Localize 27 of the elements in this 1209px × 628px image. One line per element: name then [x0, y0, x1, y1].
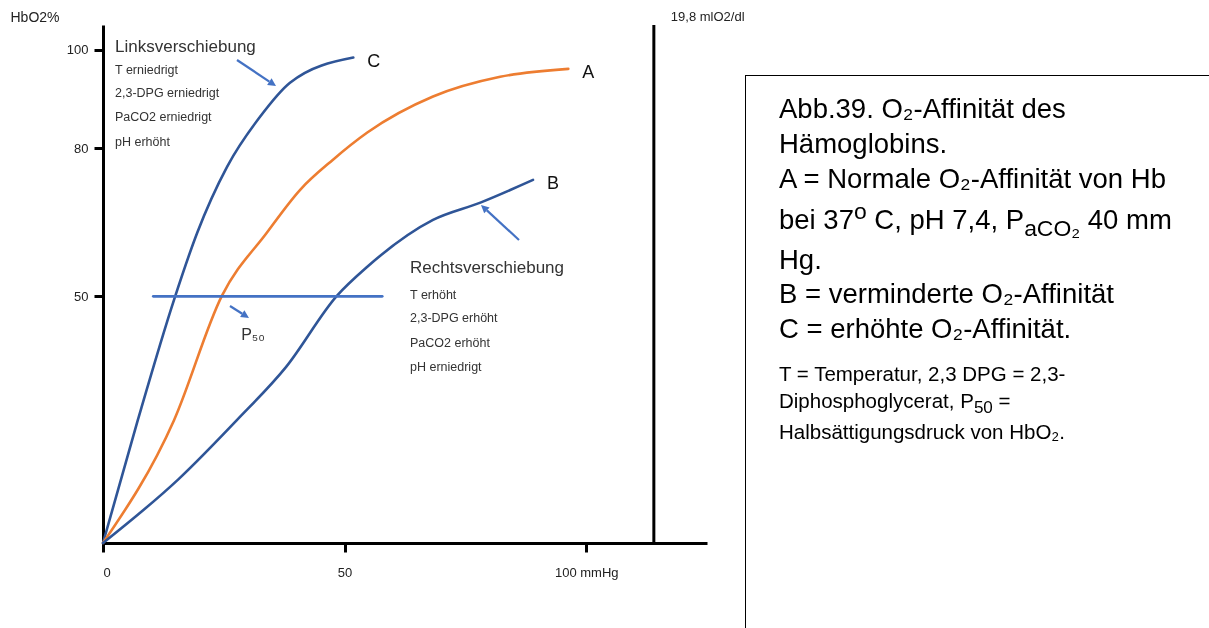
y-axis-title: HbO2% [10, 8, 60, 25]
text: T = Temperatur, 2,3 DPG = 2,3-Diphosphoglycerat, P$_{50}$ = Halbsättigungsdruck von HbO₂. [779, 361, 1067, 446]
annotation: PaCO2 erniedrigt [115, 110, 213, 124]
annotation: 2,3-DPG erhöht [410, 311, 499, 325]
annotation: PaCO2 erhöht [410, 336, 491, 350]
y-tick-label: 50 [74, 288, 89, 304]
text: B = verminderte O₂-Affinität [779, 277, 1115, 312]
annotation: 2,3-DPG erniedrigt [115, 86, 220, 100]
series-label: A [582, 61, 595, 82]
ref-line-label: 19,8 mlO2/dl [670, 9, 745, 24]
annotation: T erniedrigt [115, 63, 179, 77]
annotation: pH erhöht [115, 135, 171, 149]
annotation: T erhöht [410, 288, 457, 302]
text: Abb.39. O₂-Affinität des Hämoglobins. [779, 92, 1067, 161]
series-label: B [547, 172, 560, 193]
x-tick-label: 50 [337, 564, 353, 580]
x-tick-label: 100 mmHg [554, 564, 619, 580]
annotation: P₅₀ [241, 326, 265, 343]
text: C = erhöhte O₂-Affinität. [779, 312, 1073, 347]
text: A = Normale O₂-Affinität von Hb bei 37$^{o}$ C, pH 7,4, P$_{aCO₂}$ 40 mm Hg. [779, 162, 1172, 275]
y-tick-label: 100 [66, 42, 89, 58]
annotation: Linksverschiebung [115, 37, 256, 56]
y-tick-label: 80 [74, 140, 89, 156]
series-label: C [367, 50, 381, 71]
annotation: pH erniedrigt [410, 360, 483, 374]
x-tick-label: 0 [103, 564, 111, 580]
annotation: Rechtsverschiebung [410, 258, 565, 277]
